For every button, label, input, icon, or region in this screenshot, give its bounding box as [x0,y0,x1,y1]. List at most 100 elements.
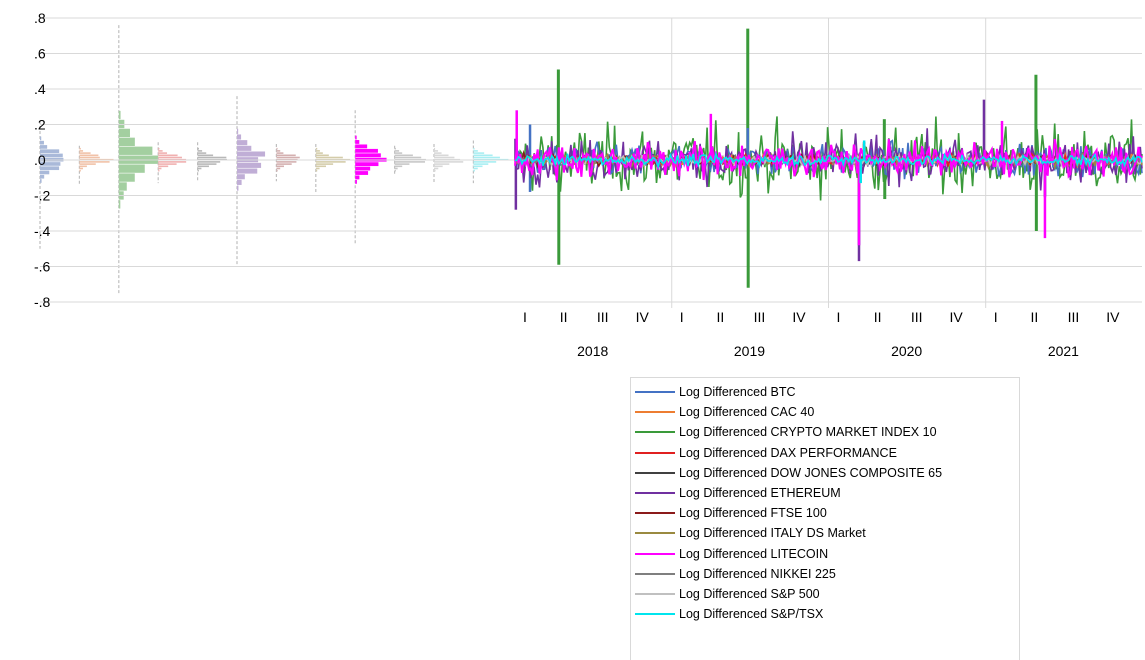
histogram-panel [39,25,509,294]
legend-label: Log Differenced CAC 40 [679,405,815,420]
histogram-bar [434,169,436,172]
legend-label: Log Differenced FTSE 100 [679,506,827,521]
histogram-bar [40,149,60,154]
histogram-bar [118,110,121,120]
histogram-bar [355,135,357,140]
legend-label: Log Differenced ITALY DS Market [679,526,866,541]
histogram-bar [118,119,125,129]
histogram-bar [394,167,398,170]
histogram-bar [473,150,478,152]
histogram-bar [276,165,284,168]
legend-label: Log Differenced DOW JONES COMPOSITE 65 [679,465,943,480]
histogram-bar [315,150,320,152]
legend-swatch [635,613,675,616]
legend-item: Log Differenced FTSE 100 [635,503,827,523]
histogram-bar [315,154,329,157]
histogram-bar [315,169,318,172]
legend-item: Log Differenced S&P 500 [635,584,820,604]
x-tick-quarter: II [874,309,882,325]
histogram-bar [473,152,485,154]
series-line [514,151,1143,170]
histogram-bar [355,153,381,158]
histogram-bar [197,156,227,159]
legend-item: Log Differenced LITECOIN [635,544,828,564]
histogram-bar [237,140,248,146]
histogram-bar [237,145,252,151]
histogram-bar [158,154,178,157]
y-tick-label: .2 [34,117,46,133]
x-tick-quarter: IV [636,309,650,325]
histogram-bar [79,150,84,152]
legend-label: Log Differenced NIKKEI 225 [679,566,836,581]
histogram-bar [355,162,379,167]
histogram-bar [79,152,91,154]
x-tick-quarter: II [560,309,568,325]
histogram-bar [315,156,343,159]
legend-swatch [635,471,675,474]
histogram-bar [197,167,202,170]
histogram-bar [79,165,87,168]
histogram-bar [79,167,83,170]
histogram-bar [434,154,449,157]
x-tick-quarter: II [717,309,725,325]
histogram-bar [79,163,96,165]
histogram-bar [197,165,209,168]
histogram-bar [473,167,478,170]
x-tick-year: 2019 [734,343,765,359]
legend-swatch [635,451,675,454]
histogram-bar [158,165,169,168]
histogram-bar [79,147,81,150]
histogram-bar [355,166,371,171]
legend-swatch [635,552,675,555]
histogram-bar [315,147,318,150]
histogram-bar [237,128,239,134]
y-tick-label: -.8 [34,294,51,310]
series-line [514,116,1143,201]
histogram-bar [158,167,162,170]
x-tick-year: 2018 [577,343,608,359]
histogram-bar [315,161,346,163]
histogram-bar [276,147,278,150]
legend-item: Log Differenced NIKKEI 225 [635,564,836,584]
legend-item: Log Differenced DOW JONES COMPOSITE 65 [635,463,942,483]
x-tick-quarter: I [680,309,684,325]
histogram-bar [118,182,127,191]
histogram-bar [158,152,168,154]
histogram-bar [434,156,455,159]
histogram-bar [40,166,60,171]
legend-swatch [635,593,675,595]
x-tick-quarter: II [1030,309,1038,325]
histogram-bar [473,154,493,157]
y-tick-label: .0 [34,152,46,168]
legend-swatch [635,431,675,434]
histogram-bar [276,150,281,152]
histogram-bar [237,162,262,168]
histogram-bar [473,165,483,168]
histogram-bar [158,156,182,159]
histogram-bar [355,140,360,144]
histogram-bar [394,150,400,152]
x-tick-quarter: I [994,309,998,325]
histogram-bar [79,156,100,159]
histogram-bar [276,161,297,163]
legend-label: Log Differenced S&P 500 [679,587,820,601]
histogram-bar [355,179,357,184]
y-tick-label: .8 [34,10,46,26]
legend: Log Differenced BTC Log Differenced CAC 4… [630,377,1020,660]
x-tick-quarter: IV [792,309,806,325]
histogram-bar [79,154,99,157]
histogram-bar [315,152,323,154]
histogram-bar [158,169,160,172]
histogram-bar [473,163,489,165]
histogram-bar [158,147,160,150]
series-plot-area [514,28,1143,288]
histogram-bar [276,156,300,159]
histogram-bar [355,144,368,149]
legend-swatch [635,391,675,393]
histogram-bar [158,150,163,152]
histogram-bar [118,164,145,173]
histogram-bar [40,136,42,141]
legend-label: Log Differenced LITECOIN [679,546,829,561]
histogram-bar [434,167,439,170]
histogram-bar [237,151,266,157]
